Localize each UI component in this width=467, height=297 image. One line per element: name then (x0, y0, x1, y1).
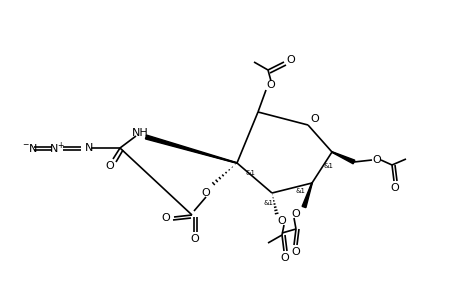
Text: O: O (277, 216, 286, 226)
Text: O: O (291, 247, 300, 257)
Text: &1: &1 (246, 170, 256, 176)
Text: O: O (162, 213, 170, 223)
Text: O: O (390, 183, 399, 193)
Text: O: O (311, 114, 319, 124)
Text: O: O (373, 155, 382, 165)
Text: O: O (267, 80, 276, 90)
Text: &1: &1 (263, 200, 273, 206)
Polygon shape (145, 135, 237, 163)
Text: O: O (287, 55, 295, 65)
Text: &1: &1 (295, 188, 305, 194)
Text: N: N (85, 143, 93, 153)
Text: O: O (191, 234, 199, 244)
Text: O: O (202, 188, 210, 198)
Text: $\mathsf{N^{+}}$: $\mathsf{N^{+}}$ (49, 140, 65, 156)
Polygon shape (302, 183, 312, 208)
Text: O: O (291, 209, 300, 219)
Text: O: O (106, 161, 114, 171)
Text: $\mathsf{^{-}N}$: $\mathsf{^{-}N}$ (22, 142, 38, 154)
Text: O: O (281, 253, 290, 263)
Text: NH: NH (132, 128, 149, 138)
Text: &1: &1 (323, 163, 333, 169)
Polygon shape (332, 152, 355, 164)
